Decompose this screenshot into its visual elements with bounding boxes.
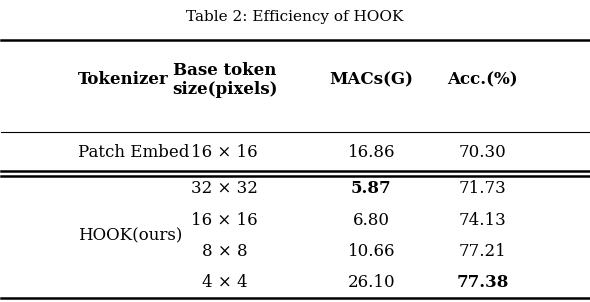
Text: 6.80: 6.80 [353,211,390,229]
Text: 16 × 16: 16 × 16 [191,211,258,229]
Text: 74.13: 74.13 [459,211,507,229]
Text: 71.73: 71.73 [459,181,507,198]
Text: 77.21: 77.21 [459,243,507,259]
Text: 77.38: 77.38 [457,274,509,291]
Text: 32 × 32: 32 × 32 [191,181,258,198]
Text: Table 2: Efficiency of HOOK: Table 2: Efficiency of HOOK [186,10,404,24]
Text: 4 × 4: 4 × 4 [202,274,247,291]
Text: Patch Embed: Patch Embed [78,144,189,161]
Text: Acc.(%): Acc.(%) [448,72,518,88]
Text: 70.30: 70.30 [459,144,507,161]
Text: Base token
size(pixels): Base token size(pixels) [172,62,277,98]
Text: Tokenizer: Tokenizer [78,72,169,88]
Text: 16 × 16: 16 × 16 [191,144,258,161]
Text: HOOK(ours): HOOK(ours) [78,227,182,244]
Text: MACs(G): MACs(G) [329,72,414,88]
Text: 8 × 8: 8 × 8 [202,243,247,259]
Text: 5.87: 5.87 [351,181,392,198]
Text: 10.66: 10.66 [348,243,395,259]
Text: 16.86: 16.86 [348,144,395,161]
Text: 26.10: 26.10 [348,274,395,291]
